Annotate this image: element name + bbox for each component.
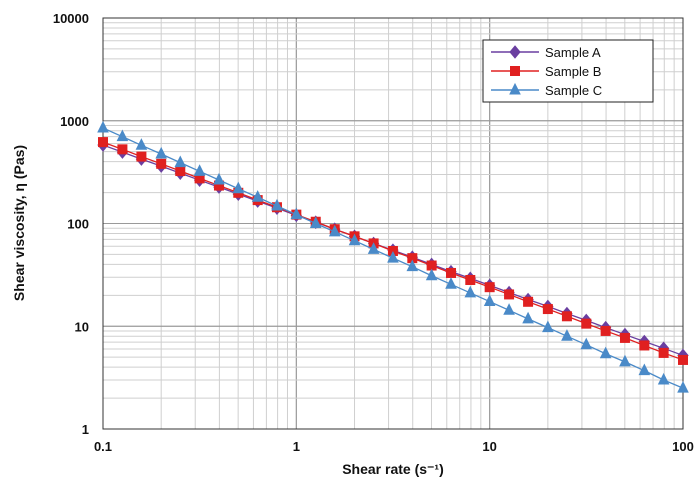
data-point	[117, 144, 128, 155]
legend-marker	[510, 66, 520, 76]
data-point	[600, 325, 611, 336]
data-point	[522, 311, 534, 324]
y-axis-title: Shear viscosity, η (Pas)	[11, 145, 27, 301]
data-point	[271, 198, 283, 211]
data-point	[465, 274, 476, 285]
data-point	[484, 282, 495, 293]
data-point	[599, 346, 612, 359]
data-point	[561, 311, 572, 322]
legend-label: Sample A	[545, 45, 601, 60]
y-tick-label: 10000	[53, 11, 89, 26]
data-point	[503, 303, 515, 315]
data-point	[136, 151, 147, 162]
tick-labels: 0.1 1 10 100 1 10 100 1000 10000	[53, 11, 694, 454]
legend-label: Sample C	[545, 83, 602, 98]
legend-marker	[509, 45, 521, 59]
data-point	[387, 251, 399, 263]
grid	[102, 17, 684, 430]
plot-area-border	[102, 17, 684, 430]
data-point	[638, 363, 651, 376]
data-point	[619, 354, 631, 367]
data-point	[677, 380, 689, 393]
series-sample-c	[97, 120, 689, 393]
data-point	[156, 158, 167, 169]
x-tick-label: 10	[482, 439, 496, 454]
data-point	[542, 320, 554, 333]
data-point	[580, 337, 593, 350]
data-point	[309, 216, 322, 228]
data-point	[116, 129, 129, 142]
data-point	[425, 268, 438, 281]
data-point	[678, 354, 688, 365]
data-point	[639, 340, 650, 351]
data-point	[445, 277, 457, 289]
data-point	[174, 155, 187, 168]
data-point	[446, 267, 457, 278]
data-point	[193, 164, 206, 176]
data-point	[213, 172, 225, 185]
y-tick-label: 1	[82, 422, 89, 437]
series-sample-b	[98, 137, 688, 365]
data-point	[98, 137, 108, 148]
y-tick-label: 10	[75, 319, 89, 334]
data-point	[290, 207, 303, 220]
legend-marker	[509, 82, 521, 95]
data-point	[155, 146, 168, 159]
data-point	[367, 242, 380, 254]
data-point	[348, 233, 361, 246]
data-point	[504, 289, 515, 300]
data-point	[328, 224, 341, 237]
data-point	[483, 294, 496, 307]
data-point	[523, 296, 534, 307]
data-point	[542, 304, 553, 315]
data-point	[619, 332, 630, 343]
data-point	[251, 190, 264, 202]
x-tick-label: 0.1	[94, 439, 112, 454]
data-point	[658, 347, 669, 358]
data-point	[97, 120, 109, 133]
x-tick-label: 100	[672, 439, 694, 454]
data-point	[232, 181, 245, 194]
legend: Sample A Sample B Sample C	[482, 39, 654, 103]
data-point	[657, 372, 670, 385]
data-point	[464, 285, 477, 298]
data-point	[175, 166, 186, 177]
x-axis-title: Shear rate (s⁻¹)	[342, 461, 444, 477]
data-point	[581, 318, 592, 329]
data-point	[561, 329, 573, 341]
legend-label: Sample B	[545, 64, 601, 79]
data-point	[135, 138, 148, 150]
x-tick-label: 1	[293, 439, 300, 454]
data-series	[97, 120, 689, 393]
data-point	[406, 259, 419, 272]
y-tick-label: 1000	[60, 114, 89, 129]
y-tick-label: 100	[67, 217, 89, 232]
